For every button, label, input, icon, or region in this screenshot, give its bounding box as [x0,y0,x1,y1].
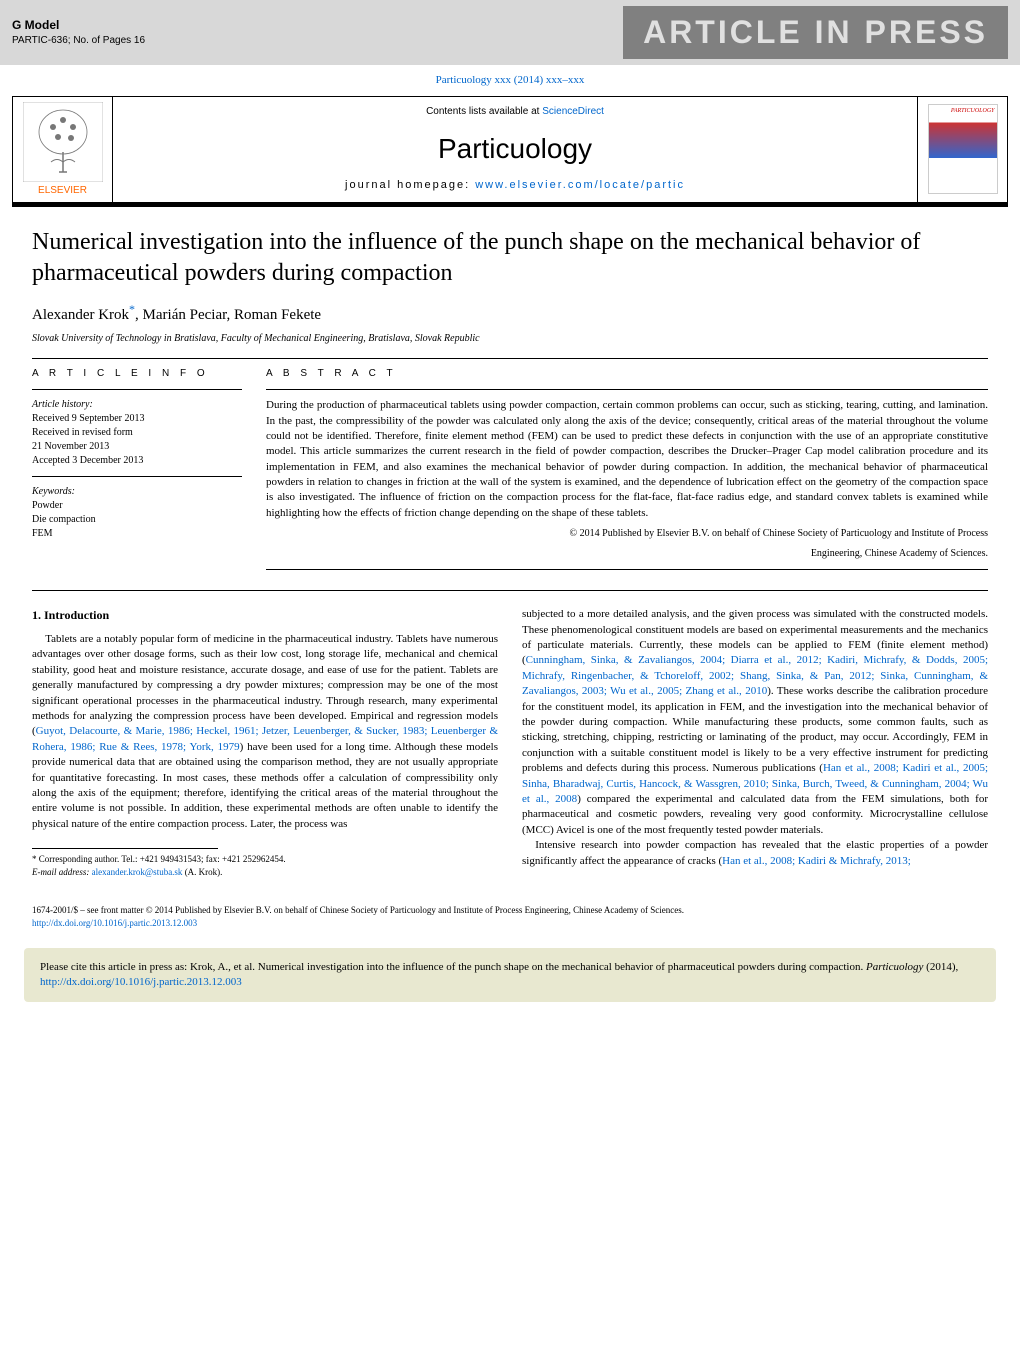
elsevier-box: ELSEVIER [13,97,113,202]
cite-journal: Particuology [866,961,923,973]
email-link[interactable]: alexander.krok@stuba.sk [92,867,183,877]
accepted-date: Accepted 3 December 2013 [32,454,242,468]
cite-text: Please cite this article in press as: Kr… [40,961,866,973]
intro-heading: 1. Introduction [32,607,498,624]
elsevier-label: ELSEVIER [38,184,87,198]
partic-label: PARTIC-636; No. of Pages 16 [12,34,145,48]
author-sep: , [227,307,235,323]
cite-doi-link[interactable]: http://dx.doi.org/10.1016/j.partic.2013.… [40,976,242,988]
intro-paragraph: Intensive research into powder compactio… [522,838,988,869]
email-label: E-mail address: [32,867,92,877]
gmodel-label: G Model [12,17,145,34]
divider [32,590,988,591]
journal-cover-thumbnail: PARTICUOLOGY [928,104,998,194]
email-line: E-mail address: alexander.krok@stuba.sk … [32,866,498,879]
homepage-line: journal homepage: www.elsevier.com/locat… [121,178,909,193]
header-doi-link[interactable]: Particuology xxx (2014) xxx–xxx [0,65,1020,96]
author-3: Roman Fekete [234,307,321,323]
elsevier-tree-icon [23,102,103,182]
press-banner: ARTICLE IN PRESS [623,6,1008,59]
divider [32,358,988,359]
copyright-line-2: Engineering, Chinese Academy of Sciences… [266,547,988,561]
authors-line: Alexander Krok*, Marián Peciar, Roman Fe… [32,301,988,326]
text-run: ). These works describe the calibration … [522,685,988,774]
doi-link[interactable]: http://dx.doi.org/10.1016/j.partic.2013.… [32,917,988,930]
text-run: ) have been used for a long time. Althou… [32,741,498,830]
divider [32,389,242,390]
divider [32,476,242,477]
intro-paragraph: Tablets are a notably popular form of me… [32,632,498,832]
contents-prefix: Contents lists available at [426,106,542,117]
info-abstract-row: A R T I C L E I N F O Article history: R… [32,367,988,578]
contents-line: Contents lists available at ScienceDirec… [121,105,909,119]
divider [266,569,988,570]
keyword: FEM [32,527,242,541]
corresponding-note: * Corresponding author. Tel.: +421 94943… [32,853,498,866]
cite-text: (2014), [923,961,958,973]
revised-label: Received in revised form [32,426,242,440]
homepage-url-link[interactable]: www.elsevier.com/locate/partic [475,179,685,191]
cover-title: PARTICUOLOGY [951,107,995,115]
abstract-block: A B S T R A C T During the production of… [266,367,988,578]
content-area: Numerical investigation into the influen… [0,207,1020,899]
revised-date: 21 November 2013 [32,440,242,454]
text-run: Tablets are a notably popular form of me… [32,633,498,737]
keyword: Die compaction [32,513,242,527]
received-date: Received 9 September 2013 [32,412,242,426]
author-2: Marián Peciar [143,307,227,323]
history-label: Article history: [32,398,242,412]
affiliation: Slovak University of Technology in Brati… [32,332,988,346]
sciencedirect-link[interactable]: ScienceDirect [542,106,604,117]
journal-cover-box: PARTICUOLOGY [917,97,1007,202]
column-left: 1. Introduction Tablets are a notably po… [32,607,498,878]
body-columns: 1. Introduction Tablets are a notably po… [32,607,988,878]
homepage-prefix: journal homepage: [345,179,475,191]
email-suffix: (A. Krok). [182,867,222,877]
cite-box: Please cite this article in press as: Kr… [24,948,996,1003]
article-info-heading: A R T I C L E I N F O [32,367,242,381]
article-info-block: A R T I C L E I N F O Article history: R… [32,367,242,578]
abstract-body: During the production of pharmaceutical … [266,398,988,521]
gmodel-block: G Model PARTIC-636; No. of Pages 16 [12,17,145,48]
author-sep: , [135,307,143,323]
header-bar: G Model PARTIC-636; No. of Pages 16 ARTI… [0,0,1020,65]
keywords-label: Keywords: [32,485,242,499]
banner-center: Contents lists available at ScienceDirec… [113,97,917,202]
author-1: Alexander Krok [32,307,129,323]
bottom-copyright: 1674-2001/$ – see front matter © 2014 Pu… [0,898,1020,935]
copyright-text: 1674-2001/$ – see front matter © 2014 Pu… [32,904,988,917]
journal-banner: ELSEVIER Contents lists available at Sci… [12,96,1008,203]
footnote-block: * Corresponding author. Tel.: +421 94943… [32,853,498,878]
column-right: subjected to a more detailed analysis, a… [522,607,988,878]
journal-name: Particuology [121,129,909,168]
article-title: Numerical investigation into the influen… [32,227,988,289]
footnote-divider [32,848,218,849]
keyword: Powder [32,499,242,513]
divider [266,389,988,390]
intro-paragraph: subjected to a more detailed analysis, a… [522,607,988,838]
text-run: ) compared the experimental and calculat… [522,793,988,836]
abstract-heading: A B S T R A C T [266,367,988,381]
copyright-line-1: © 2014 Published by Elsevier B.V. on beh… [266,527,988,541]
reference-link[interactable]: Han et al., 2008; Kadiri & Michrafy, 201… [722,855,911,867]
